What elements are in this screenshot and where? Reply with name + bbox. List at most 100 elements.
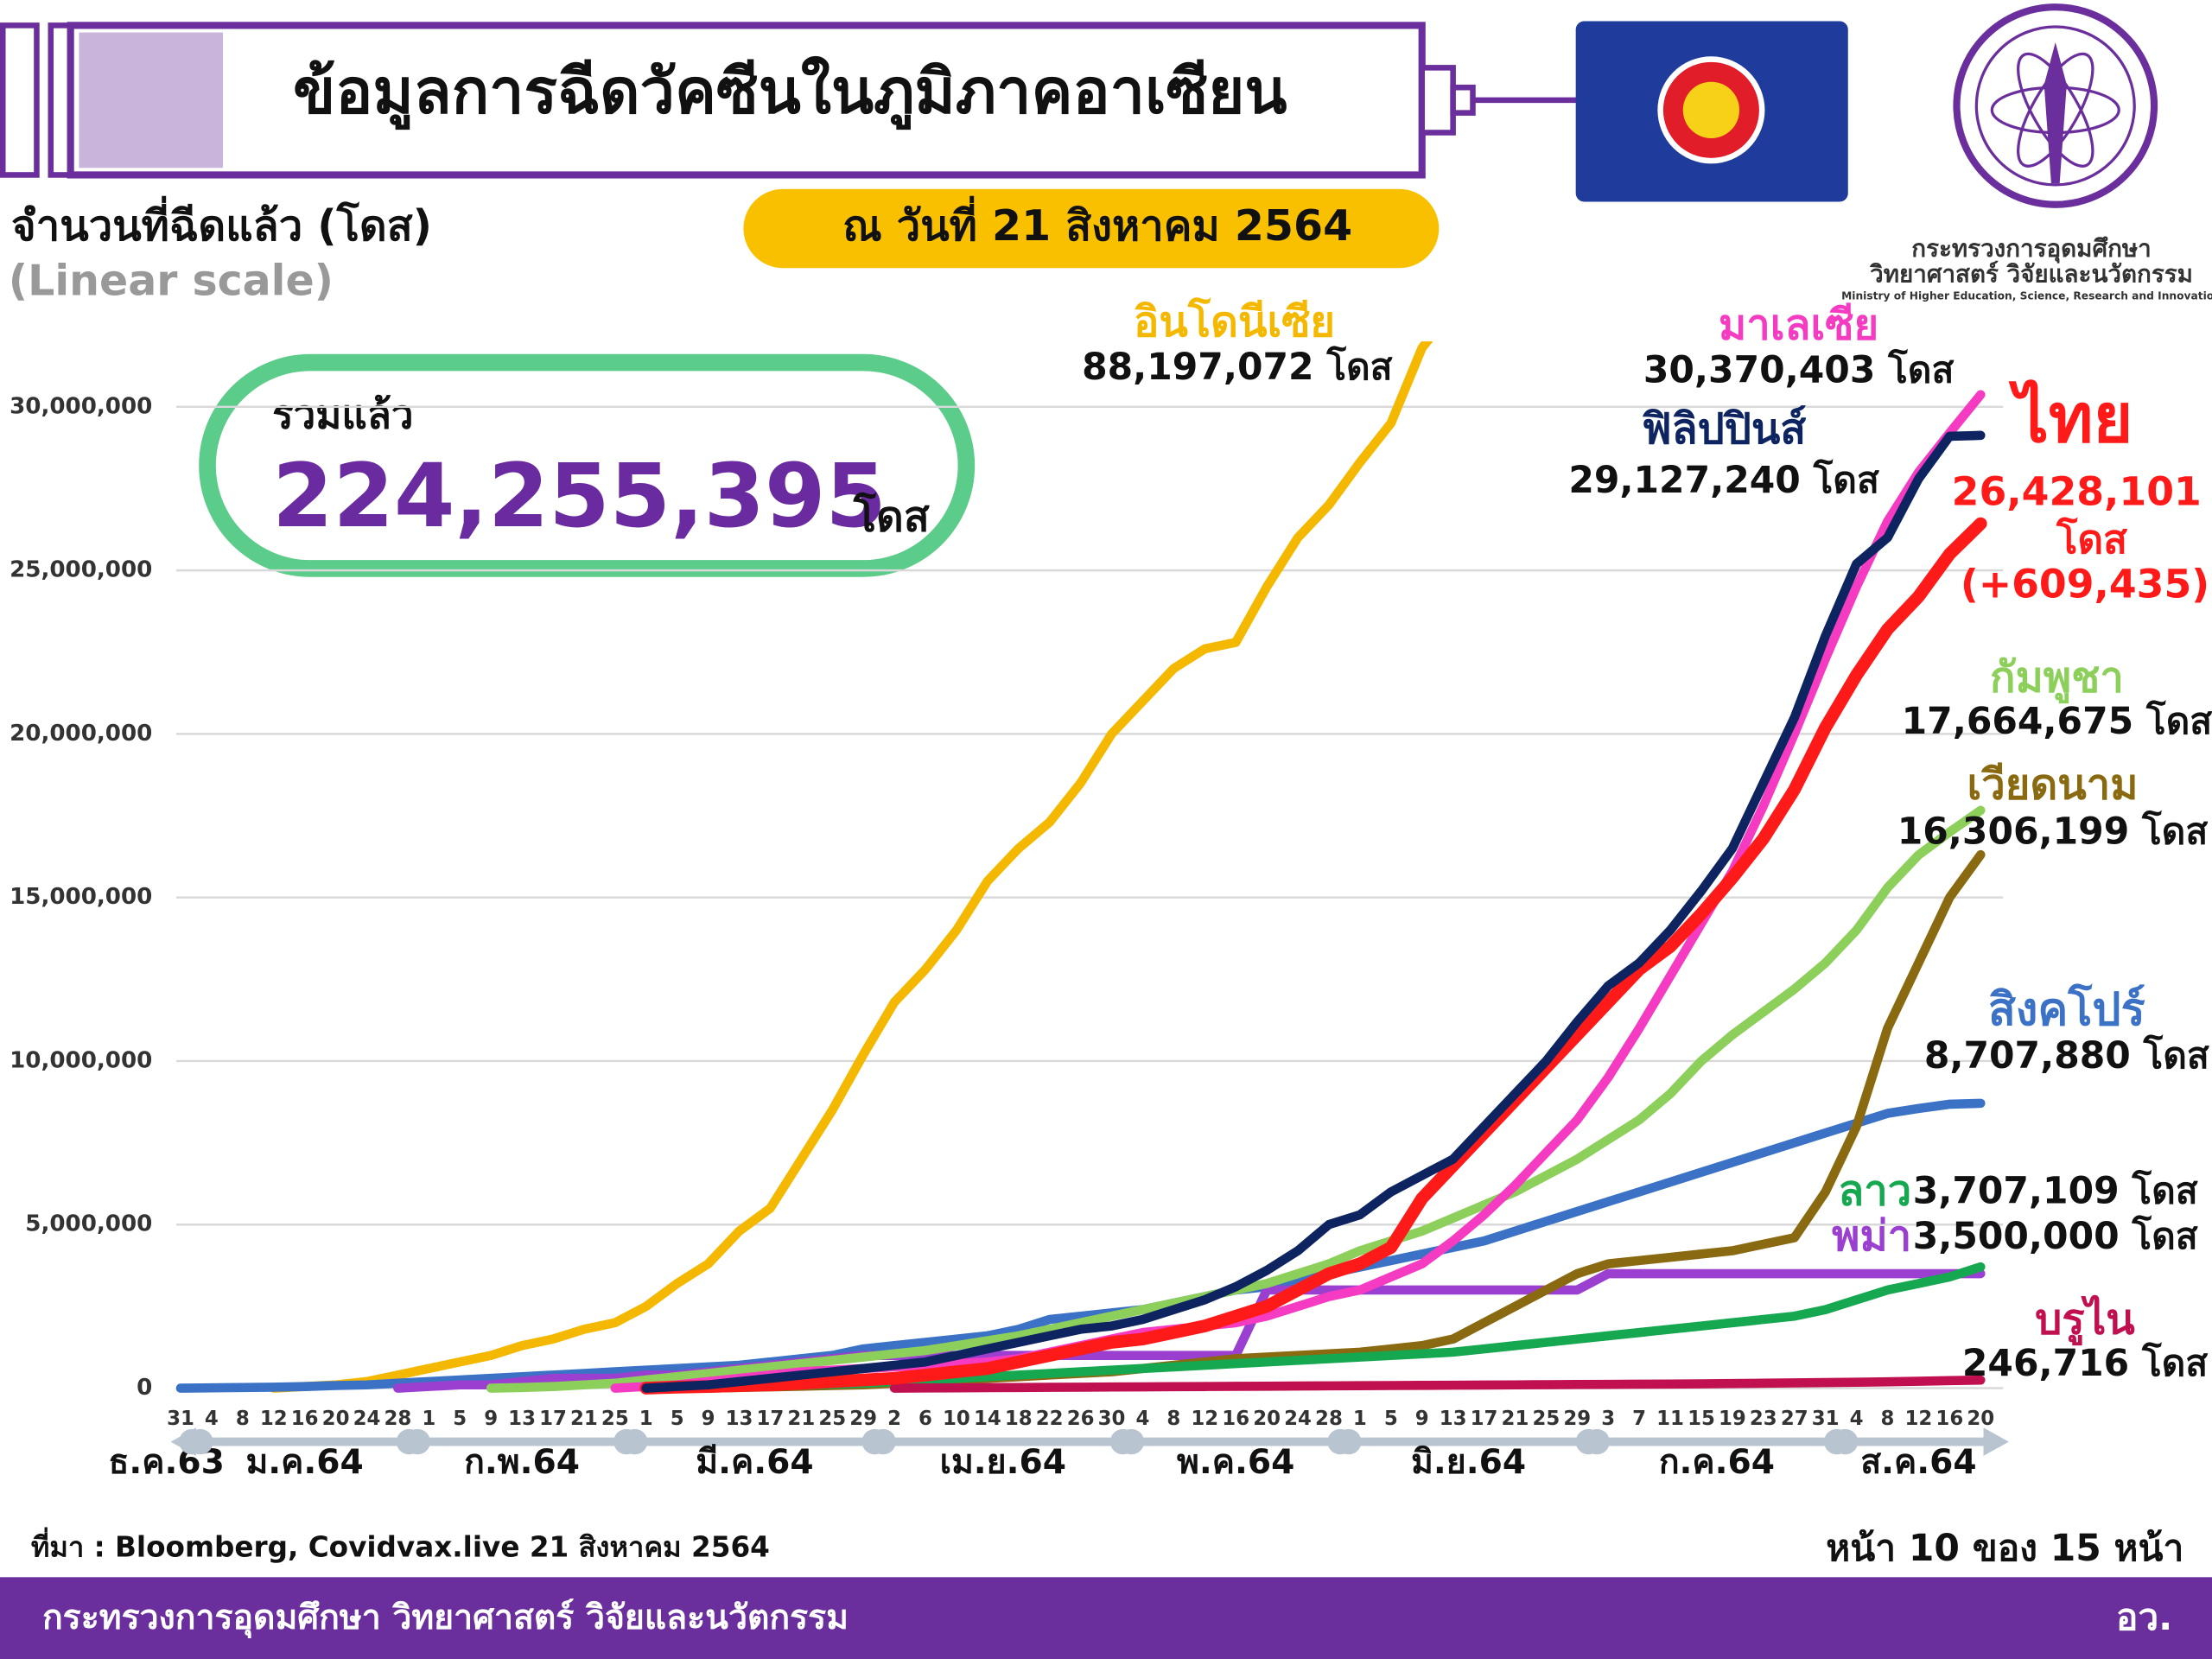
- series-name: ลาว: [1838, 1166, 1911, 1216]
- logo-text: Ministry of Higher Education, Science, R…: [1841, 289, 2212, 302]
- x-tick-label: 22: [1036, 1408, 1064, 1430]
- series-end-label: 3,707,109 โดส: [1913, 1169, 2198, 1213]
- x-tick-label: 31: [1812, 1408, 1840, 1430]
- x-tick-label: 15: [1688, 1408, 1715, 1430]
- x-tick-label: 9: [1415, 1408, 1429, 1430]
- footer-ministry: กระทรวงการอุดมศึกษา วิทยาศาสตร์ วิจัยและ…: [42, 1598, 849, 1638]
- x-axis-arrow: [1983, 1427, 2009, 1456]
- series-line: [175, 1098, 1986, 1393]
- x-tick-label: 17: [539, 1408, 567, 1430]
- x-tick-label: 4: [1135, 1408, 1149, 1430]
- month-divider: [396, 1428, 423, 1455]
- x-tick-label: 13: [726, 1408, 753, 1430]
- series-end-label: 246,716 โดส: [1962, 1341, 2208, 1385]
- x-tick-label: 23: [1750, 1408, 1777, 1430]
- series-line: [641, 430, 1986, 1393]
- series-name: ไทย: [2009, 378, 2133, 458]
- series-end-label: 30,370,403 โดส: [1643, 348, 1955, 392]
- x-tick-label: 30: [1098, 1408, 1126, 1430]
- y-scale-note: (Linear scale): [9, 257, 334, 306]
- y-tick-label: 15,000,000: [10, 884, 152, 910]
- x-tick-label: 21: [570, 1408, 598, 1430]
- month-label: ก.พ.64: [464, 1443, 580, 1482]
- x-tick-label: 24: [353, 1408, 381, 1430]
- date: ณ วันที่ 21 สิงหาคม 2564: [842, 195, 1352, 251]
- source: ที่มา : Bloomberg, Covidvax.live 21 สิงห…: [31, 1528, 770, 1564]
- x-tick-label: 31: [167, 1408, 194, 1430]
- x-tick-label: 5: [1384, 1408, 1398, 1430]
- y-axis-label: จำนวนที่ฉีดแล้ว (โดส): [11, 195, 432, 251]
- x-tick-label: 29: [849, 1408, 877, 1430]
- month-divider: [1327, 1428, 1353, 1455]
- x-tick-label: 1: [1353, 1408, 1367, 1430]
- logo-text: วิทยาศาสตร์ วิจัยและนวัตกรรม: [1870, 259, 2193, 288]
- month-label: พ.ค.64: [1177, 1443, 1294, 1482]
- x-tick-label: 14: [974, 1408, 1001, 1430]
- plot: 0 5,000,000 10,000,000 15,000,000 20,000,000…: [10, 296, 2212, 1482]
- x-tick-label: 5: [671, 1408, 684, 1430]
- x-tick-label: 10: [943, 1408, 970, 1430]
- x-tick-label: 16: [1222, 1408, 1249, 1430]
- x-tick-label: 17: [1471, 1408, 1498, 1430]
- total-value: 224,255,395: [272, 445, 887, 547]
- series-line: [269, 341, 1433, 1393]
- series-line: [703, 849, 1986, 1393]
- x-tick-label: 16: [291, 1408, 319, 1430]
- y-tick-label: 20,000,000: [10, 721, 152, 747]
- title: ข้อมูลการฉีดวัคซีนในภูมิภาคอาเซียน: [293, 55, 1287, 130]
- x-tick-label: 13: [508, 1408, 536, 1430]
- series-end-label: 26,428,101 โดส: [1952, 468, 2202, 563]
- x-tick-label: 8: [1166, 1408, 1180, 1430]
- x-tick-label: 12: [260, 1408, 288, 1430]
- series-name: พม่า: [1832, 1211, 1911, 1261]
- syringe: [0, 22, 1578, 179]
- x-tick-label: 21: [1502, 1408, 1529, 1430]
- x-tick-label: 29: [1563, 1408, 1591, 1430]
- x-tick-label: 3: [1601, 1408, 1615, 1430]
- series-end-label: 3,500,000 โดส: [1913, 1214, 2198, 1258]
- footer-short: อว.: [2116, 1597, 2172, 1639]
- x-tick-label: 20: [1967, 1408, 1994, 1430]
- series-end-label: 88,197,072 โดส: [1082, 345, 1393, 389]
- x-tick-label: 1: [639, 1408, 653, 1430]
- series-line: [639, 517, 1987, 1395]
- series-name: กัมพูชา: [1990, 652, 2124, 703]
- month-label: เม.ย.64: [940, 1443, 1066, 1482]
- x-tick-label: 12: [1191, 1408, 1218, 1430]
- series-name: มาเลเซีย: [1719, 300, 1878, 349]
- series-end-label: 8,707,880 โดส: [1924, 1033, 2209, 1077]
- x-tick-label: 26: [1067, 1408, 1095, 1430]
- x-tick-label: 13: [1440, 1408, 1467, 1430]
- x-tick-label: 11: [1656, 1408, 1684, 1430]
- x-tick-label: 9: [702, 1408, 715, 1430]
- month-divider: [1109, 1428, 1136, 1455]
- x-tick-label: 4: [205, 1408, 219, 1430]
- total-label: รวมแล้ว: [272, 392, 413, 438]
- x-tick-label: 18: [1005, 1408, 1033, 1430]
- x-tick-label: 9: [484, 1408, 498, 1430]
- x-tick-label: 1: [422, 1408, 435, 1430]
- series-name: อินโดนีเซีย: [1134, 296, 1335, 346]
- x-tick-label: 24: [1284, 1408, 1312, 1430]
- series-note: (+609,435): [1961, 562, 2209, 607]
- month-divider: [861, 1428, 887, 1455]
- month-label: มิ.ย.64: [1411, 1443, 1526, 1482]
- month-divider: [179, 1428, 205, 1455]
- x-tick-label: 4: [1850, 1408, 1864, 1430]
- series-end-label: 29,127,240 โดส: [1568, 458, 1879, 502]
- x-tick-label: 20: [1253, 1408, 1281, 1430]
- x-tick-label: 20: [322, 1408, 350, 1430]
- series-lines: [175, 341, 1987, 1395]
- date-pill: [743, 188, 1440, 269]
- logo-text: กระทรวงการอุดมศึกษา: [1911, 234, 2152, 264]
- y-tick-label: 5,000,000: [25, 1211, 152, 1237]
- total-unit: โดส: [853, 491, 930, 541]
- series-line: [889, 1375, 1986, 1393]
- series-name: สิงคโปร์: [1988, 982, 2145, 1036]
- x-tick-label: 28: [1315, 1408, 1343, 1430]
- y-tick-label: 0: [137, 1375, 152, 1401]
- series-name: บรูไน: [2035, 1294, 2135, 1345]
- x-tick-label: 17: [757, 1408, 785, 1430]
- x-tick-label: 21: [787, 1408, 815, 1430]
